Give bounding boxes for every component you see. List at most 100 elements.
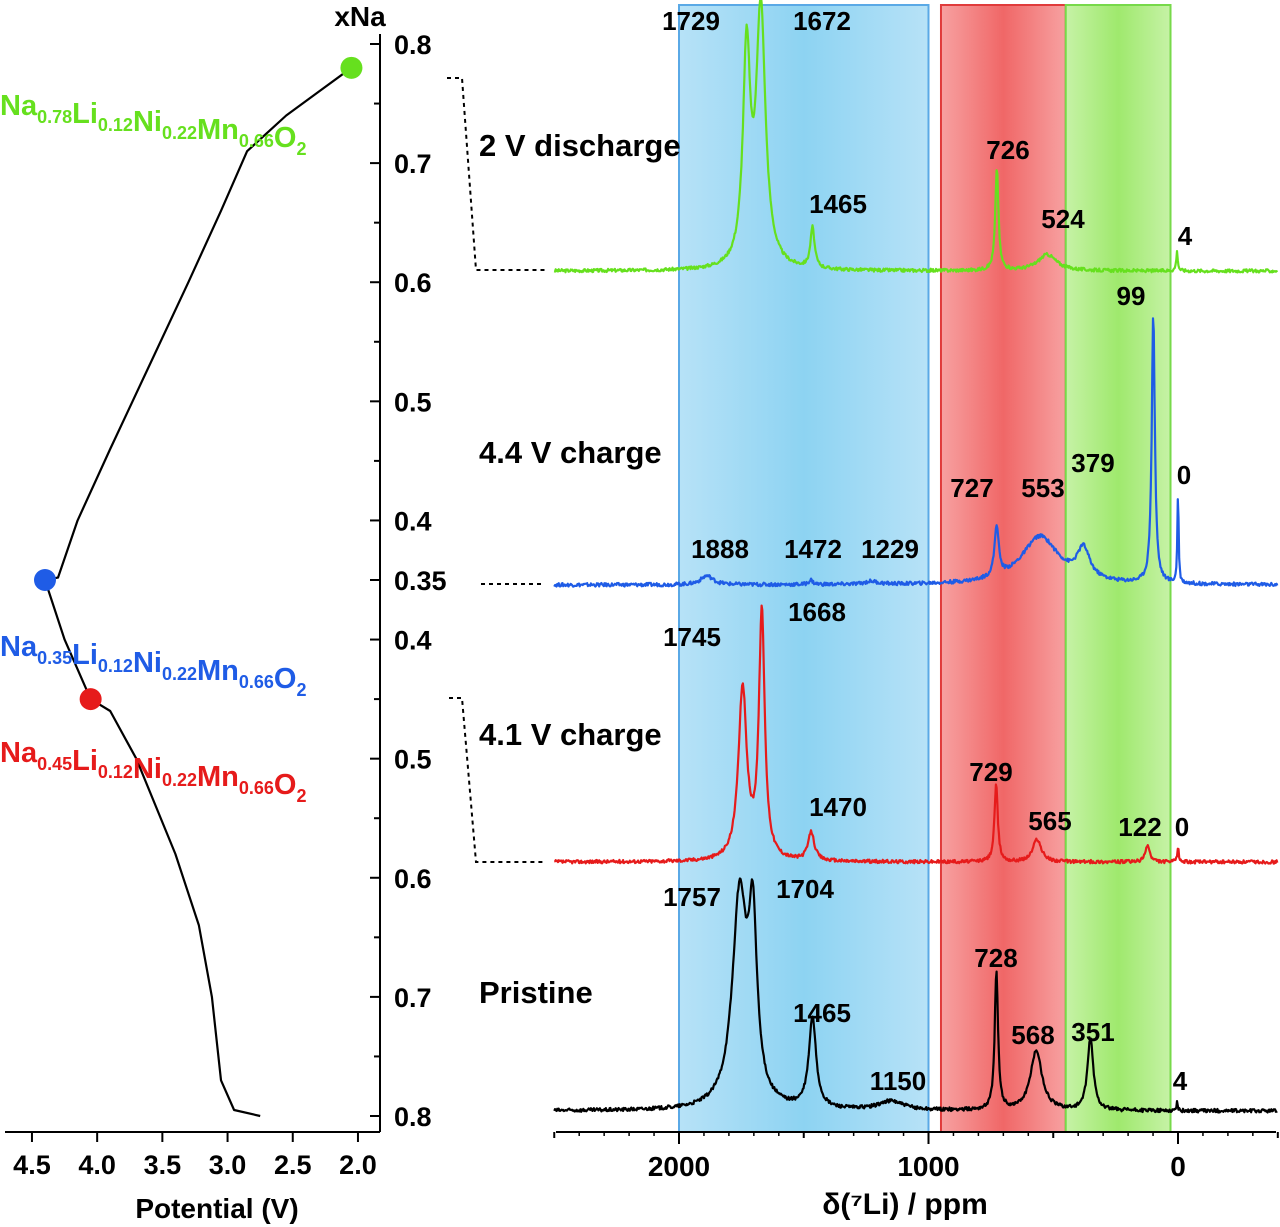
element-subscript: 0.35 [37, 648, 72, 668]
element-subscript: 2 [296, 680, 306, 700]
peak-label: 1888 [691, 534, 749, 564]
left-y-tick-charge-label: 0.6 [394, 864, 432, 894]
spectrum-title: 2 V discharge [479, 128, 681, 163]
peak-labels: 1729 1672 1465 726 524 4 1888 1472 1229 727 553379… [662, 6, 1193, 1096]
peak-label: 726 [986, 135, 1029, 165]
peak-label: 99 [1117, 281, 1146, 311]
discharge-curve [44, 66, 353, 582]
left-plot-area [34, 56, 363, 1118]
peak-label: 1729 [662, 6, 720, 36]
peak-label: 1757 [663, 882, 721, 912]
peak-label: 553 [1021, 473, 1064, 503]
spectrum-title: 4.1 V charge [479, 717, 662, 752]
left-y-tick-discharge-label: 0.4 [394, 506, 432, 536]
element-subscript: 0.12 [98, 762, 133, 782]
peak-label: 1472 [784, 534, 842, 564]
peak-label: 568 [1011, 1020, 1054, 1050]
composition-labels: Na0.78Li0.12Ni0.22Mn0.66O2Na0.35Li0.12Ni… [0, 90, 307, 806]
left-y-tick-discharge-label: 0.5 [394, 387, 432, 417]
peak-label: 1745 [663, 622, 721, 652]
element-subscript: 0.22 [162, 123, 197, 143]
peak-label: 1465 [809, 189, 867, 219]
marker-2-v-discharge-point [340, 56, 363, 79]
element-subscript: 0.66 [239, 672, 274, 692]
left-y-axis-title: xNa [334, 1, 386, 32]
element-subscript: 2 [296, 139, 306, 159]
peak-label: 728 [974, 943, 1017, 973]
element-symbol: O [274, 663, 297, 695]
peak-label: 1229 [861, 534, 919, 564]
peak-label: 4 [1173, 1066, 1188, 1096]
left-x-tick-label: 3.5 [144, 1150, 182, 1180]
element-symbol: Mn [197, 114, 239, 146]
peak-label: 1704 [776, 874, 834, 904]
element-symbol: Na [0, 737, 38, 769]
peak-label: 4 [1178, 221, 1193, 251]
composition-label: Na0.35Li0.12Ni0.22Mn0.66O2 [0, 631, 307, 700]
left-x-tick-label: 3.0 [209, 1150, 247, 1180]
left-y-ticks: 0.8 0.7 0.6 0.5 0.4 0.35 0.4 0.5 0.6 0.7 0.8 [370, 30, 447, 1132]
peak-label: 0 [1175, 812, 1189, 842]
element-symbol: Mn [197, 761, 239, 793]
element-subscript: 0.22 [162, 664, 197, 684]
peak-label: 1668 [788, 597, 846, 627]
peak-label: 729 [969, 757, 1012, 787]
composition-label: Na0.78Li0.12Ni0.22Mn0.66O2 [0, 90, 307, 159]
element-symbol: Li [72, 639, 98, 671]
right-x-ticks: 2000 1000 0 [553, 1132, 1279, 1182]
peak-label: 1150 [870, 1066, 926, 1096]
spectrum-line [553, 604, 1279, 865]
element-subscript: 2 [296, 786, 306, 806]
peak-label: 565 [1028, 806, 1071, 836]
element-symbol: Na [0, 631, 38, 663]
element-subscript: 0.12 [98, 115, 133, 135]
marker-4-1-v-charge-point [79, 688, 102, 711]
peak-label: 351 [1071, 1017, 1114, 1047]
element-subscript: 0.12 [98, 656, 133, 676]
element-symbol: O [274, 769, 297, 801]
element-subscript: 0.78 [37, 107, 72, 127]
left-y-tick-charge-label: 0.4 [394, 626, 432, 656]
left-y-tick-shared-label: 0.35 [394, 566, 447, 596]
guide-2v-discharge [447, 77, 545, 271]
left-y-tick-charge-label: 0.5 [394, 745, 432, 775]
element-symbol: Ni [133, 753, 162, 785]
right-x-tick-label: 2000 [648, 1151, 710, 1182]
spectrum-title: 4.4 V charge [479, 435, 662, 470]
spectrum-line [553, 877, 1278, 1114]
charge-curve [43, 579, 261, 1118]
peak-label: 727 [950, 473, 993, 503]
green-band [1064, 4, 1172, 1133]
element-subscript: 0.66 [239, 131, 274, 151]
left-y-tick-discharge-label: 0.7 [394, 149, 432, 179]
composition-label: Na0.45Li0.12Ni0.22Mn0.66O2 [0, 737, 307, 806]
spectrum-title: Pristine [479, 975, 593, 1010]
peak-label: 0 [1177, 460, 1191, 490]
red-band [939, 4, 1067, 1133]
peak-label: 524 [1041, 204, 1085, 234]
element-symbol: Ni [133, 647, 162, 679]
left-x-tick-label: 4.0 [78, 1150, 116, 1180]
left-x-tick-label: 4.5 [13, 1150, 51, 1180]
element-symbol: O [274, 122, 297, 154]
peak-label: 1672 [793, 6, 851, 36]
right-x-tick-label: 0 [1170, 1151, 1186, 1182]
element-symbol: Li [72, 745, 98, 777]
left-y-tick-charge-label: 0.8 [394, 1102, 432, 1132]
element-symbol: Li [72, 98, 98, 130]
element-symbol: Ni [133, 106, 162, 138]
dashed-guide-lines [447, 77, 545, 863]
left-x-tick-label: 2.0 [339, 1150, 377, 1180]
element-subscript: 0.45 [37, 754, 72, 774]
spectrum-titles: 2 V discharge 4.4 V charge 4.1 V charge Pri… [479, 128, 681, 1010]
peak-label: 1465 [793, 998, 851, 1028]
spectrum-line [553, 317, 1279, 588]
left-y-tick-discharge-label: 0.8 [394, 30, 432, 60]
spectrum-line [553, 0, 1279, 274]
left-panel-electrochemistry: 4.5 4.0 3.5 3.0 2.5 2.0 0.80.70.60.50.40.350.… [0, 1, 545, 1224]
marker-4-4-v-charge-point [34, 569, 56, 591]
shift-bands [678, 4, 1172, 1133]
peak-label: 1470 [809, 792, 867, 822]
left-x-ticks: 4.5 4.0 3.5 3.0 2.5 2.0 [13, 1132, 377, 1180]
peak-label: 379 [1071, 448, 1114, 478]
